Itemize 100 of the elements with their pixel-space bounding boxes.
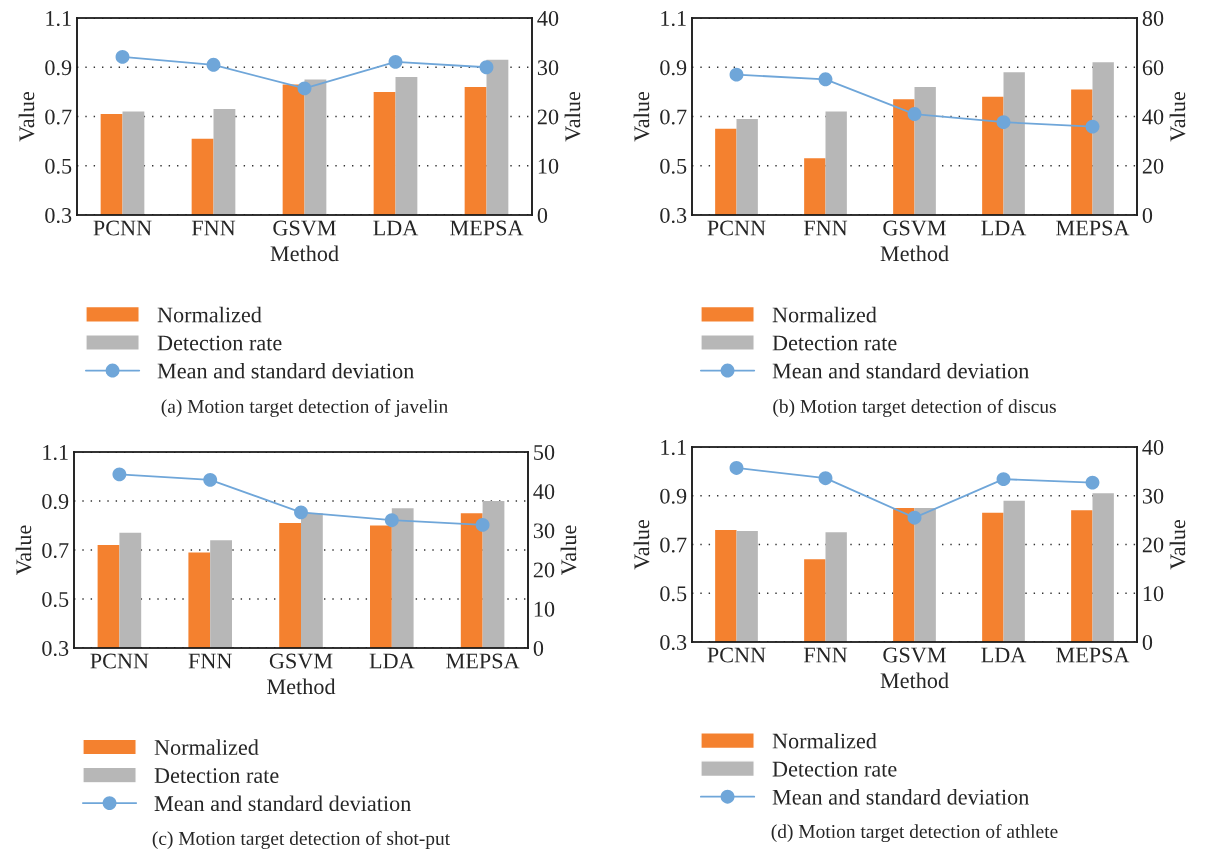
x-tick-label: PCNN: [93, 220, 152, 236]
y2-tick-label: 10: [534, 601, 555, 617]
x-tick-label: LDA: [369, 653, 415, 669]
y2-tick-label: 30: [537, 60, 559, 76]
legend-label: Normalized: [772, 306, 877, 323]
x-tick-label: LDA: [373, 220, 419, 236]
y-tick-label: 0.3: [42, 640, 69, 657]
y2-axis-title: Value: [1169, 519, 1186, 570]
legend-label: Detection rate: [772, 335, 897, 351]
x-tick-label: FNN: [803, 220, 848, 236]
x-tick-label: PCNN: [707, 220, 766, 236]
text: (d) Motion target detection of athlete: [771, 824, 1058, 843]
y2-tick-label: 40: [1142, 109, 1164, 125]
point: [1085, 475, 1100, 490]
y2-tick-label: 40: [1142, 439, 1164, 455]
x-axis-title: Method: [267, 678, 336, 695]
point: [388, 54, 403, 69]
point: [907, 107, 922, 121]
y2-tick-label: 30: [533, 523, 555, 539]
legend-label: Detection rate: [154, 768, 279, 784]
y2-tick-label: 0: [537, 207, 548, 223]
y2-tick-label: 20: [537, 109, 559, 125]
y-tick-label: 1.1: [661, 11, 686, 27]
y-tick-label: 0.5: [42, 591, 69, 608]
x-tick-label: MEPSA: [446, 653, 520, 669]
y-tick-label: 1.1: [46, 11, 71, 27]
x-tick-label: LDA: [981, 647, 1027, 663]
legend-label: Normalized: [157, 306, 262, 323]
point: [818, 471, 833, 486]
y-tick-label: 0.5: [660, 158, 687, 174]
x-axis-title: Method: [880, 672, 949, 689]
y2-axis-title: Value: [1169, 91, 1186, 142]
point: [996, 472, 1011, 487]
point: [384, 513, 399, 528]
point: [475, 517, 490, 532]
y2-axis-title: Value: [564, 91, 581, 142]
legend-label: Normalized: [154, 739, 259, 755]
y2-tick-label: 10: [538, 158, 559, 174]
y2-tick-label: 20: [1142, 537, 1164, 553]
legend-label: Mean and standard deviation: [157, 362, 414, 379]
y-axis-title: Value: [15, 525, 32, 576]
point: [294, 505, 308, 520]
y-tick-label: 0.3: [660, 207, 687, 224]
point: [206, 57, 221, 72]
point: [996, 115, 1011, 130]
point: [1085, 119, 1100, 134]
y2-tick-label: 50: [534, 444, 555, 460]
point: [115, 49, 130, 64]
point: [818, 72, 833, 87]
y2-tick-label: 40: [537, 10, 559, 26]
legend-label: Detection rate: [157, 335, 282, 351]
legend-label: Mean and standard deviation: [772, 362, 1029, 379]
y2-tick-label: 80: [1142, 10, 1164, 26]
y2-tick-label: 0: [533, 640, 544, 656]
y2-tick-label: 20: [533, 562, 555, 578]
y-tick-label: 0.7: [660, 537, 687, 553]
y2-tick-label: 10: [1143, 586, 1164, 602]
x-tick-label: GSVM: [269, 653, 333, 669]
point: [907, 510, 922, 525]
y-axis-title: Value: [633, 519, 650, 570]
point: [729, 461, 744, 475]
y2-tick-label: 20: [1142, 158, 1164, 174]
y-tick-label: 1.1: [661, 440, 686, 456]
y2-tick-label: 0: [1142, 634, 1153, 650]
text: (b) Motion target detection of discus: [773, 399, 1056, 417]
point: [479, 60, 494, 75]
text: (a) Motion target detection of javelin: [161, 399, 448, 417]
legend-label: Mean and standard deviation: [154, 795, 411, 812]
y-axis-title: Value: [633, 91, 650, 142]
x-tick-label: FNN: [803, 647, 848, 663]
y-axis-title: Value: [18, 91, 35, 142]
x-tick-label: PCNN: [90, 653, 149, 669]
y2-tick-label: 30: [1142, 488, 1164, 504]
legend-label: Normalized: [772, 732, 877, 749]
y-tick-label: 0.9: [660, 488, 687, 504]
point: [729, 67, 744, 82]
point: [203, 472, 218, 487]
y-tick-label: 0.5: [45, 158, 72, 174]
y2-axis-title: Value: [560, 525, 577, 576]
y-tick-label: 0.3: [45, 207, 72, 224]
y-tick-label: 0.3: [660, 634, 687, 651]
point: [112, 467, 127, 482]
x-tick-label: GSVM: [273, 220, 336, 236]
x-axis-title: Method: [270, 245, 339, 262]
x-tick-label: GSVM: [883, 220, 946, 236]
y-tick-label: 0.9: [42, 493, 69, 510]
y-tick-label: 0.9: [45, 60, 72, 76]
y-tick-label: 0.7: [660, 109, 687, 125]
legend-label: Detection rate: [772, 761, 897, 777]
x-tick-label: FNN: [191, 220, 236, 236]
point: [297, 81, 312, 96]
y2-tick-label: 40: [533, 484, 555, 500]
x-tick-label: GSVM: [883, 647, 946, 663]
y2-tick-label: 60: [1142, 60, 1164, 76]
legend-label: Mean and standard deviation: [772, 789, 1029, 805]
x-tick-label: LDA: [981, 220, 1027, 236]
x-tick-label: MEPSA: [1056, 220, 1130, 236]
x-tick-label: FNN: [188, 653, 232, 669]
x-tick-label: MEPSA: [1056, 647, 1130, 663]
y-tick-label: 0.7: [42, 542, 69, 559]
